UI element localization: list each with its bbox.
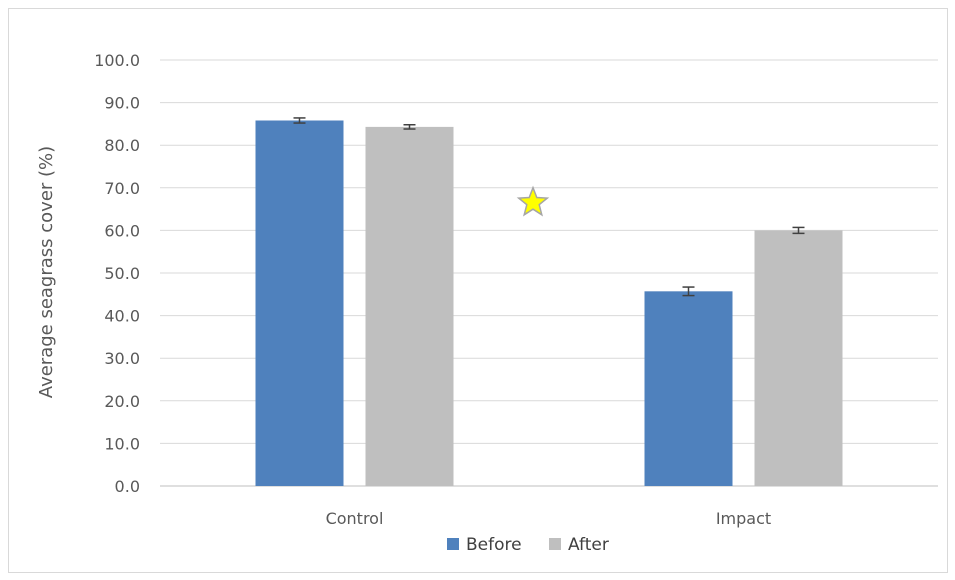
bar-after-impact — [754, 230, 843, 486]
star-icon — [516, 185, 550, 217]
y-tick-label: 30.0 — [104, 349, 140, 368]
y-tick-label: 20.0 — [104, 392, 140, 411]
bar-after-control — [365, 126, 454, 486]
y-tick-label: 60.0 — [104, 221, 140, 240]
legend: Before After — [447, 535, 609, 555]
bar-before-control — [255, 120, 344, 486]
y-axis-title: Average seagrass cover (%) — [36, 146, 57, 398]
annotations — [516, 185, 550, 217]
legend-label-after: After — [568, 535, 609, 555]
y-tick-label: 0.0 — [115, 477, 140, 496]
y-tick-label: 100.0 — [94, 51, 140, 70]
x-tick-labels: Control Impact — [326, 509, 772, 528]
x-tick-label: Impact — [716, 509, 771, 528]
y-tick-label: 40.0 — [104, 307, 140, 326]
y-tick-label: 50.0 — [104, 264, 140, 283]
bar-before-impact — [644, 291, 733, 486]
y-tick-label: 10.0 — [104, 434, 140, 453]
x-tick-label: Control — [326, 509, 384, 528]
legend-label-before: Before — [466, 535, 522, 555]
legend-swatch-after — [549, 538, 561, 550]
y-tick-label: 90.0 — [104, 94, 140, 113]
bars — [255, 120, 843, 486]
error-bars — [293, 117, 805, 297]
y-tick-labels: 0.0 10.0 20.0 30.0 40.0 50.0 60.0 70.0 80.0 90.0 1… — [94, 51, 140, 496]
legend-swatch-before — [447, 538, 459, 550]
y-tick-label: 80.0 — [104, 136, 140, 155]
y-tick-label: 70.0 — [104, 179, 140, 198]
